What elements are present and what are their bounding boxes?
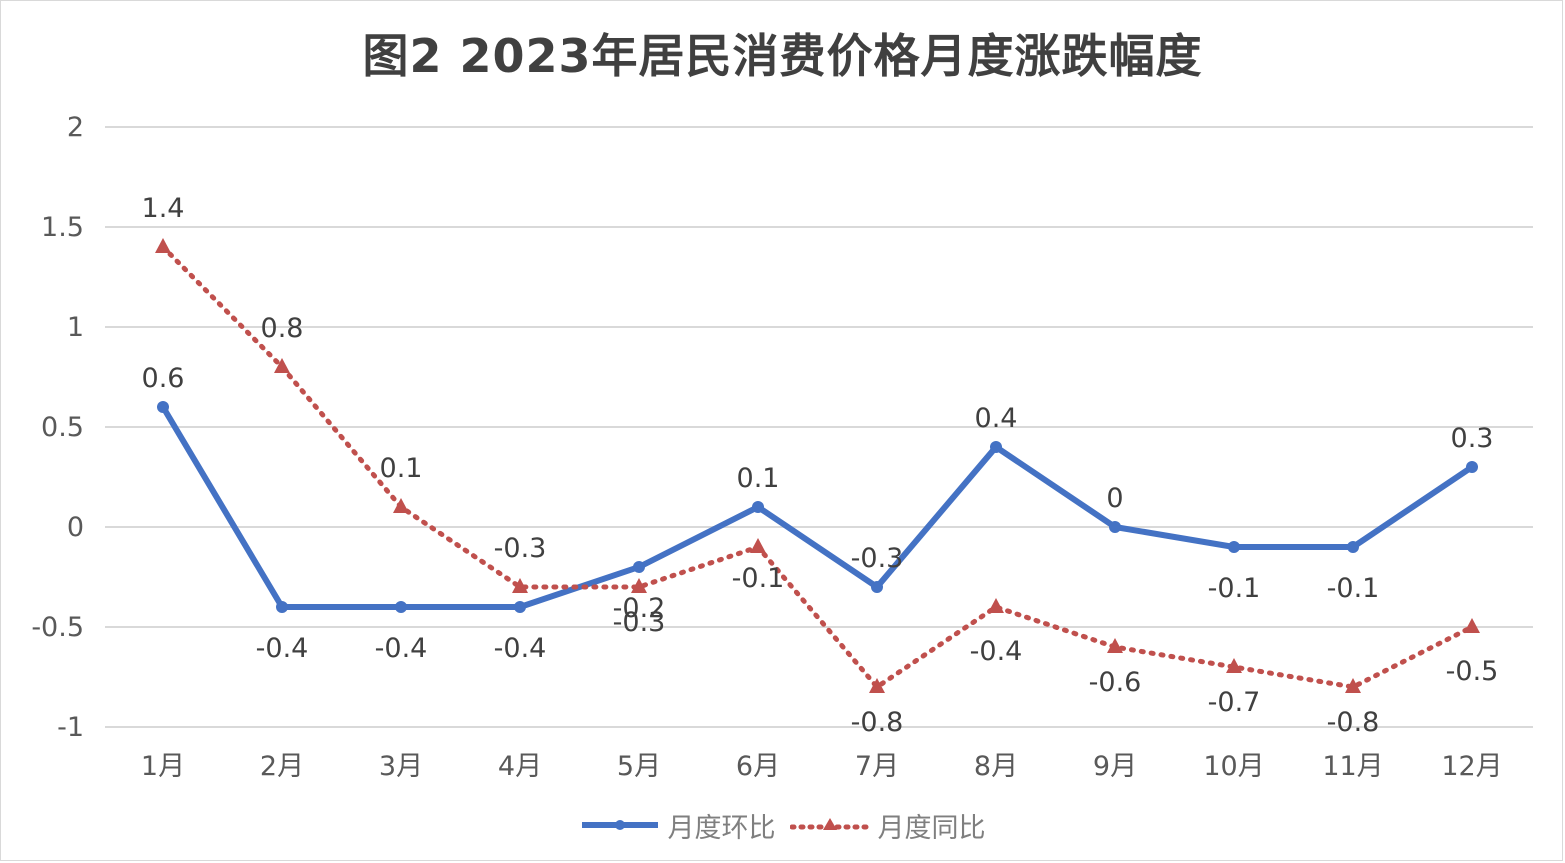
data-label: -0.2: [613, 593, 666, 624]
x-tick-label: 12月: [1441, 751, 1502, 782]
data-point: [395, 601, 407, 613]
data-label: 0.1: [380, 453, 423, 484]
y-tick-label: 1: [67, 312, 84, 343]
data-point: [750, 538, 766, 553]
data-label: -0.4: [256, 633, 309, 664]
data-point: [988, 598, 1004, 613]
data-point: [631, 578, 647, 593]
data-point: [157, 401, 169, 413]
legend-line-dotted-icon: [789, 818, 870, 830]
data-point: [1109, 521, 1121, 533]
data-label: -0.1: [732, 563, 785, 594]
data-point: [869, 678, 885, 693]
data-label: 0.4: [975, 403, 1018, 434]
line-chart: -1 -0.5 0 0.5 1 1.5 2 1月 2月 3月 4月 5月 6月 7月 8月 9月 10月 11月…: [31, 112, 1533, 782]
x-tick-label: 4月: [498, 751, 542, 782]
data-point: [1226, 658, 1242, 673]
data-label: -0.1: [1327, 573, 1380, 604]
x-tick-label: 6月: [736, 751, 780, 782]
data-point: [1466, 461, 1478, 473]
data-point: [1345, 678, 1361, 693]
data-point: [752, 501, 764, 513]
y-axis-ticks: -1 -0.5 0 0.5 1 1.5 2: [31, 112, 84, 743]
data-label: 0: [1106, 483, 1123, 514]
data-point: [514, 601, 526, 613]
data-label: -0.4: [494, 633, 547, 664]
data-point: [1228, 541, 1240, 553]
data-point: [871, 581, 883, 593]
data-label: -0.8: [1327, 707, 1380, 738]
data-point: [155, 238, 171, 253]
series-line-2: [160, 244, 1475, 690]
y-tick-label: 0.5: [41, 412, 84, 443]
x-tick-label: 1月: [141, 751, 185, 782]
x-tick-label: 3月: [379, 751, 423, 782]
x-tick-label: 7月: [855, 751, 899, 782]
legend-item-series-2: 月度同比: [789, 806, 986, 845]
data-label: 0.6: [142, 363, 185, 394]
gridlines: [105, 126, 1533, 728]
y-tick-label: 0: [67, 512, 84, 543]
data-label: -0.8: [851, 707, 904, 738]
x-tick-label: 11月: [1322, 751, 1383, 782]
legend-line-solid-icon: [581, 820, 658, 830]
series-markers: [155, 238, 1480, 693]
x-tick-label: 2月: [260, 751, 304, 782]
data-label: 0.3: [1451, 423, 1494, 454]
x-tick-label: 9月: [1093, 751, 1137, 782]
data-label: -0.7: [1208, 687, 1261, 718]
legend-label-series-1: 月度环比: [667, 812, 776, 844]
y-tick-label: 1.5: [41, 212, 84, 243]
y-tick-label: -1: [57, 712, 84, 743]
data-label: -0.5: [1446, 656, 1499, 687]
legend-label-series-2: 月度同比: [877, 812, 986, 844]
data-label: -0.3: [613, 607, 666, 638]
data-point: [512, 578, 528, 593]
chart-title: 图2 2023年居民消费价格月度涨跌幅度: [362, 29, 1203, 83]
data-label: -0.6: [1089, 667, 1142, 698]
data-label: -0.4: [375, 633, 428, 664]
x-tick-label: 5月: [617, 751, 661, 782]
legend-item-series-1: 月度环比: [580, 806, 776, 845]
series-lines: [160, 244, 1475, 690]
data-label: -0.3: [851, 543, 904, 574]
data-point: [1464, 618, 1480, 633]
data-label: 0.8: [261, 313, 304, 344]
data-point: [990, 441, 1002, 453]
data-point: [1347, 541, 1359, 553]
data-labels: 0.6 -0.4 -0.4 -0.4 -0.2 0.1 -0.3 0.4 0 -0.1 -0.1 0.…: [142, 193, 1499, 738]
legend: 月度环比 月度同比: [0, 803, 1565, 847]
data-label: -0.1: [1208, 573, 1261, 604]
data-point: [393, 498, 409, 513]
data-point: [633, 561, 645, 573]
data-point: [276, 601, 288, 613]
y-tick-label: 2: [67, 112, 84, 143]
y-tick-label: -0.5: [31, 612, 84, 643]
data-label: 1.4: [142, 193, 185, 224]
data-label: -0.3: [494, 533, 547, 564]
data-point: [1107, 638, 1123, 653]
x-axis-ticks: 1月 2月 3月 4月 5月 6月 7月 8月 9月 10月 11月 12月: [141, 751, 1503, 782]
series-line-1: [160, 405, 1474, 610]
x-tick-label: 10月: [1203, 751, 1264, 782]
data-label: 0.1: [737, 463, 780, 494]
data-label: -0.4: [970, 636, 1023, 667]
data-point: [274, 358, 290, 373]
x-tick-label: 8月: [974, 751, 1018, 782]
